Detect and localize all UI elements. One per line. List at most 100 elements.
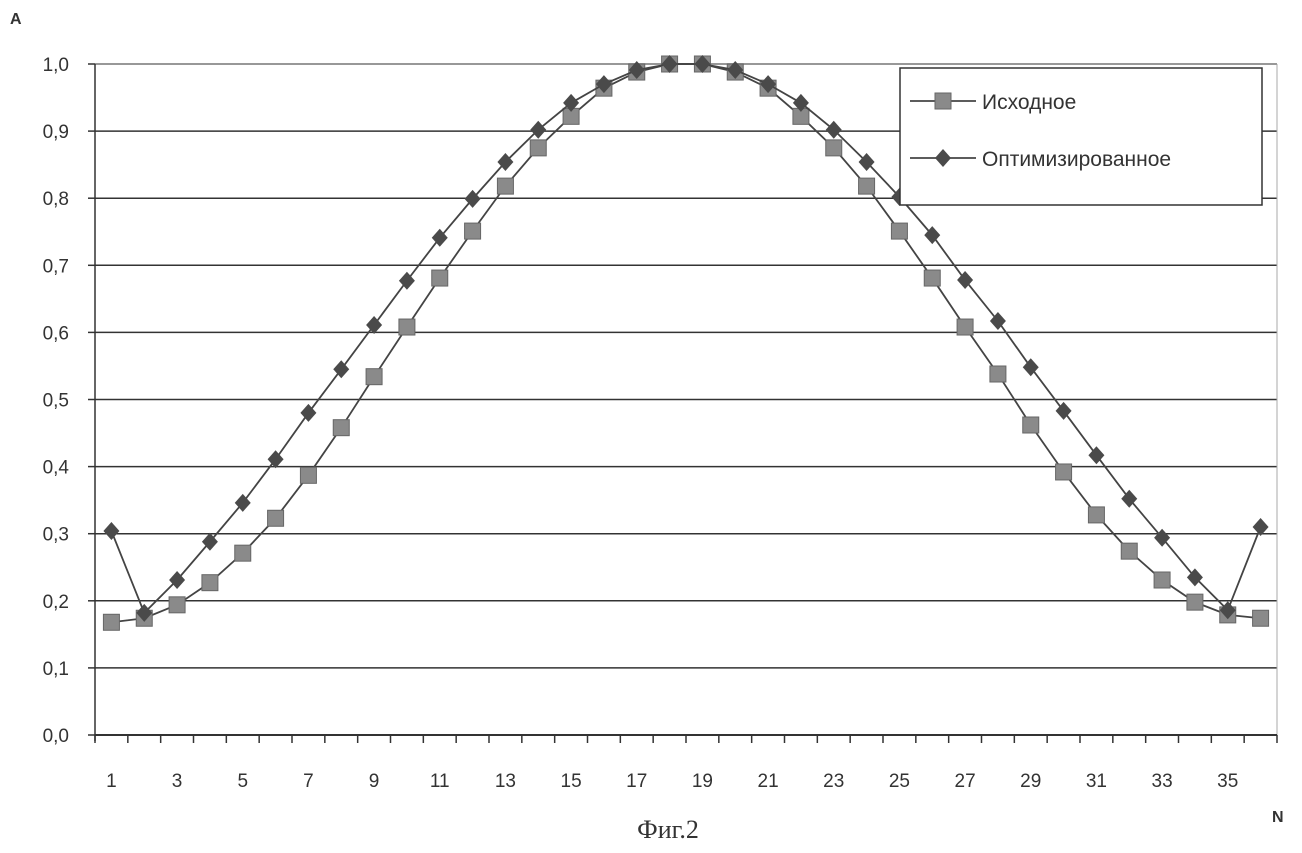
data-point <box>1153 571 1171 589</box>
x-tick-label: 19 <box>692 771 713 792</box>
data-point <box>332 419 350 437</box>
data-point <box>628 61 645 80</box>
y-tick-label: 0,0 <box>43 726 69 747</box>
data-point <box>1120 542 1138 560</box>
x-axis-label: N <box>1272 809 1284 826</box>
data-point <box>1087 506 1105 524</box>
y-tick-label: 0,1 <box>43 659 69 680</box>
data-point <box>1055 401 1072 420</box>
y-tick-label: 0,4 <box>43 458 70 479</box>
data-point <box>1252 517 1269 536</box>
data-point <box>1055 463 1073 481</box>
x-tick-label: 3 <box>172 771 183 792</box>
legend-marker-square <box>934 92 952 110</box>
data-point <box>168 596 186 614</box>
data-point <box>300 403 317 422</box>
data-point <box>398 271 415 290</box>
x-tick-label: 23 <box>823 771 844 792</box>
x-tick-label: 7 <box>303 771 314 792</box>
x-tick-label: 35 <box>1217 771 1238 792</box>
data-point <box>858 177 876 195</box>
data-point <box>529 139 547 157</box>
y-tick-label: 0,2 <box>43 592 69 613</box>
data-point <box>858 152 875 171</box>
data-point <box>1186 568 1203 587</box>
data-point <box>1252 609 1270 627</box>
x-tick-label: 29 <box>1020 771 1041 792</box>
x-tick-label: 27 <box>955 771 976 792</box>
data-point <box>923 269 941 287</box>
data-point <box>201 574 219 592</box>
data-point <box>1088 446 1105 465</box>
legend-label: Исходное <box>982 91 1076 114</box>
data-point <box>792 93 809 112</box>
data-point <box>431 269 449 287</box>
data-point <box>1121 489 1138 508</box>
data-point <box>530 120 547 139</box>
data-point <box>267 509 285 527</box>
x-tick-label: 21 <box>758 771 779 792</box>
y-tick-label: 0,8 <box>43 189 69 210</box>
data-point <box>169 570 186 589</box>
y-tick-label: 0,3 <box>43 525 69 546</box>
data-point <box>431 228 448 247</box>
data-point <box>102 613 120 631</box>
y-tick-label: 1,0 <box>43 55 69 76</box>
data-point <box>1154 528 1171 547</box>
figure-caption: Фиг.2 <box>637 815 699 844</box>
x-tick-label: 13 <box>495 771 516 792</box>
legend: Исходное Оптимизированное <box>899 67 1263 206</box>
y-tick-label: 0,6 <box>43 323 69 344</box>
data-point <box>694 55 711 73</box>
data-point <box>136 603 153 622</box>
data-point <box>1022 416 1040 434</box>
data-point <box>563 93 580 112</box>
x-tick-label: 25 <box>889 771 910 792</box>
axes: 0,00,10,20,30,40,50,60,70,80,91,01 3 5 7 9 11… <box>43 55 1278 792</box>
data-point <box>201 532 218 551</box>
data-point <box>365 368 383 386</box>
gridlines <box>95 63 1278 735</box>
data-point <box>333 360 350 379</box>
data-point <box>497 152 514 171</box>
data-point <box>234 544 252 562</box>
x-tick-label: 17 <box>626 771 647 792</box>
data-point <box>366 316 383 335</box>
x-tick-label: 11 <box>430 771 450 792</box>
data-point <box>595 75 612 94</box>
data-point <box>661 55 678 73</box>
data-point <box>957 271 974 290</box>
data-point <box>825 120 842 139</box>
data-point <box>727 61 744 80</box>
legend-label: Оптимизированное <box>982 148 1171 171</box>
data-point <box>924 226 941 245</box>
data-point <box>496 177 514 195</box>
data-point <box>1186 593 1204 611</box>
y-tick-label: 0,7 <box>43 256 69 277</box>
data-point <box>1219 601 1236 620</box>
data-point <box>267 450 284 469</box>
y-tick-label: 0,5 <box>43 391 69 412</box>
data-point <box>989 311 1006 330</box>
legend-marker-diamond <box>935 149 951 167</box>
data-point <box>956 318 974 336</box>
legend-box <box>899 67 1263 206</box>
y-tick-label: 0,9 <box>43 122 69 143</box>
x-tick-label: 1 <box>106 771 117 792</box>
series-line <box>110 63 1262 615</box>
data-point <box>760 75 777 94</box>
x-tick-label: 5 <box>237 771 248 792</box>
x-tick-label: 15 <box>561 771 582 792</box>
x-tick-label: 33 <box>1152 771 1173 792</box>
data-point <box>398 318 416 336</box>
data-point <box>825 139 843 157</box>
data-point <box>464 222 482 240</box>
data-point <box>234 493 251 512</box>
x-tick-label: 9 <box>369 771 380 792</box>
y-axis-label: A <box>10 11 22 28</box>
data-point <box>464 189 481 208</box>
data-point <box>1022 358 1039 377</box>
data-point <box>299 466 317 484</box>
x-tick-label: 31 <box>1086 771 1107 792</box>
